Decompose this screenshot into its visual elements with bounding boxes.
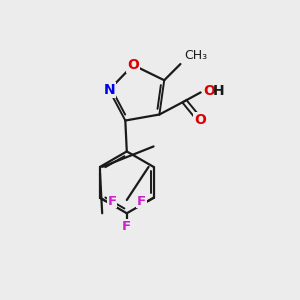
Text: O: O bbox=[194, 113, 206, 127]
Text: F: F bbox=[122, 220, 131, 233]
Text: CH₃: CH₃ bbox=[184, 49, 207, 62]
Text: F: F bbox=[107, 195, 117, 208]
Text: N: N bbox=[103, 83, 115, 97]
Text: F: F bbox=[137, 195, 146, 208]
Text: O: O bbox=[203, 84, 215, 98]
Text: H: H bbox=[213, 84, 225, 98]
Text: O: O bbox=[127, 58, 139, 72]
